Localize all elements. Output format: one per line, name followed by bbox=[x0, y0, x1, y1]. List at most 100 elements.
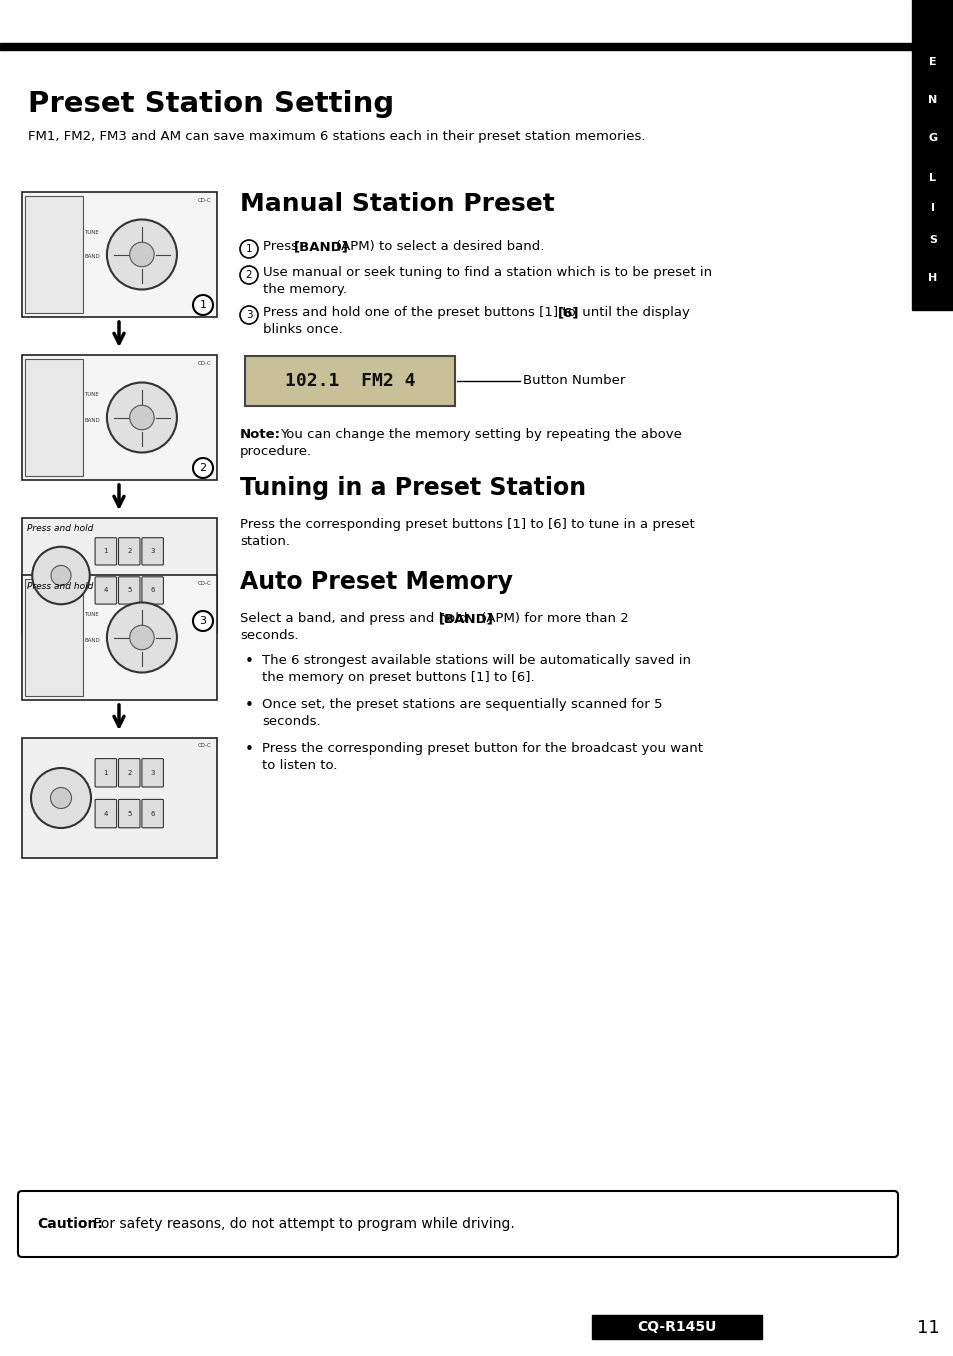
Text: CD-C: CD-C bbox=[198, 198, 212, 203]
Circle shape bbox=[193, 458, 213, 479]
Text: 1: 1 bbox=[246, 244, 252, 254]
Text: (APM) for more than 2: (APM) for more than 2 bbox=[476, 612, 628, 625]
Text: The 6 strongest available stations will be automatically saved in: The 6 strongest available stations will … bbox=[262, 654, 690, 667]
Circle shape bbox=[51, 565, 71, 586]
Bar bbox=[25, 359, 84, 476]
Bar bbox=[22, 738, 216, 858]
Bar bbox=[0, 43, 911, 50]
Text: [6]: [6] bbox=[558, 306, 578, 319]
Text: CD-C: CD-C bbox=[198, 743, 212, 749]
FancyBboxPatch shape bbox=[95, 800, 116, 827]
Text: 3: 3 bbox=[151, 548, 154, 555]
Bar bbox=[592, 1315, 761, 1338]
Text: Press the corresponding preset button for the broadcast you want: Press the corresponding preset button fo… bbox=[262, 742, 702, 755]
Text: You can change the memory setting by repeating the above: You can change the memory setting by rep… bbox=[280, 428, 681, 441]
Text: 4: 4 bbox=[104, 587, 108, 594]
Text: Press the corresponding preset buttons [1] to [6] to tune in a preset: Press the corresponding preset buttons [… bbox=[240, 518, 694, 532]
Text: •: • bbox=[245, 743, 253, 758]
Text: H: H bbox=[927, 273, 937, 283]
FancyBboxPatch shape bbox=[95, 758, 116, 786]
Text: BAND: BAND bbox=[85, 637, 100, 643]
FancyBboxPatch shape bbox=[142, 576, 163, 605]
Text: Manual Station Preset: Manual Station Preset bbox=[240, 193, 554, 216]
Text: 2: 2 bbox=[127, 548, 132, 555]
Text: 4: 4 bbox=[104, 811, 108, 816]
Text: L: L bbox=[928, 174, 936, 183]
FancyBboxPatch shape bbox=[142, 800, 163, 827]
Text: Press and hold one of the preset buttons [1] to: Press and hold one of the preset buttons… bbox=[263, 306, 579, 319]
Text: 102.1  FM2 4: 102.1 FM2 4 bbox=[284, 372, 415, 391]
FancyBboxPatch shape bbox=[118, 800, 140, 827]
Text: [BAND]: [BAND] bbox=[438, 612, 494, 625]
Text: Press and hold: Press and hold bbox=[27, 582, 93, 591]
Text: TUNE: TUNE bbox=[85, 392, 99, 397]
Text: Auto Preset Memory: Auto Preset Memory bbox=[240, 570, 513, 594]
Bar bbox=[245, 357, 455, 405]
FancyBboxPatch shape bbox=[118, 576, 140, 605]
FancyBboxPatch shape bbox=[18, 1191, 897, 1257]
Text: Caution:: Caution: bbox=[37, 1216, 103, 1231]
Text: 2: 2 bbox=[199, 462, 207, 473]
Text: Press: Press bbox=[263, 240, 302, 254]
Text: 2: 2 bbox=[127, 770, 132, 776]
Text: •: • bbox=[245, 698, 253, 713]
Circle shape bbox=[193, 296, 213, 315]
Text: TUNE: TUNE bbox=[85, 613, 99, 617]
Bar bbox=[22, 575, 216, 700]
Circle shape bbox=[107, 382, 176, 453]
Text: Button Number: Button Number bbox=[522, 374, 625, 388]
Circle shape bbox=[107, 602, 176, 673]
FancyBboxPatch shape bbox=[118, 758, 140, 786]
Text: Use manual or seek tuning to find a station which is to be preset in: Use manual or seek tuning to find a stat… bbox=[263, 266, 711, 279]
Text: TUNE: TUNE bbox=[85, 229, 99, 235]
Circle shape bbox=[130, 625, 154, 650]
FancyBboxPatch shape bbox=[118, 538, 140, 565]
Bar bbox=[25, 579, 84, 696]
Text: CD-C: CD-C bbox=[198, 580, 212, 586]
FancyBboxPatch shape bbox=[142, 758, 163, 786]
Text: 3: 3 bbox=[151, 770, 154, 776]
Text: Tuning in a Preset Station: Tuning in a Preset Station bbox=[240, 476, 585, 500]
Circle shape bbox=[240, 266, 257, 283]
Text: 11: 11 bbox=[916, 1319, 939, 1337]
Text: 5: 5 bbox=[127, 587, 132, 594]
Text: seconds.: seconds. bbox=[240, 629, 298, 641]
Text: 3: 3 bbox=[199, 616, 206, 626]
Text: station.: station. bbox=[240, 536, 290, 548]
Text: 6: 6 bbox=[151, 587, 154, 594]
Text: 1: 1 bbox=[104, 770, 108, 776]
Circle shape bbox=[130, 243, 154, 267]
Text: For safety reasons, do not attempt to program while driving.: For safety reasons, do not attempt to pr… bbox=[89, 1216, 515, 1231]
Circle shape bbox=[32, 546, 90, 605]
Circle shape bbox=[193, 612, 213, 631]
Text: Note:: Note: bbox=[240, 428, 281, 441]
Text: until the display: until the display bbox=[578, 306, 689, 319]
Circle shape bbox=[130, 405, 154, 430]
Text: Preset Station Setting: Preset Station Setting bbox=[28, 89, 394, 118]
Text: 1: 1 bbox=[199, 300, 206, 311]
Text: E: E bbox=[928, 57, 936, 66]
Text: Press and hold: Press and hold bbox=[27, 523, 93, 533]
Text: I: I bbox=[930, 203, 934, 213]
FancyBboxPatch shape bbox=[95, 538, 116, 565]
Text: procedure.: procedure. bbox=[240, 445, 312, 458]
Circle shape bbox=[51, 788, 71, 808]
FancyBboxPatch shape bbox=[95, 576, 116, 605]
Text: CQ-R145U: CQ-R145U bbox=[637, 1319, 716, 1334]
Text: Select a band, and press and hold: Select a band, and press and hold bbox=[240, 612, 471, 625]
Text: 1: 1 bbox=[104, 548, 108, 555]
Text: blinks once.: blinks once. bbox=[263, 323, 342, 336]
Text: 6: 6 bbox=[151, 811, 154, 816]
Circle shape bbox=[240, 306, 257, 324]
Text: Once set, the preset stations are sequentially scanned for 5: Once set, the preset stations are sequen… bbox=[262, 698, 661, 711]
Text: S: S bbox=[928, 235, 936, 245]
Text: (APM) to select a desired band.: (APM) to select a desired band. bbox=[335, 240, 544, 254]
Circle shape bbox=[107, 220, 176, 289]
Circle shape bbox=[30, 767, 91, 829]
Text: the memory.: the memory. bbox=[263, 283, 347, 296]
Bar bbox=[22, 193, 216, 317]
Bar bbox=[22, 518, 216, 633]
Text: the memory on preset buttons [1] to [6].: the memory on preset buttons [1] to [6]. bbox=[262, 671, 534, 683]
Text: •: • bbox=[245, 655, 253, 670]
Text: BAND: BAND bbox=[85, 418, 100, 423]
